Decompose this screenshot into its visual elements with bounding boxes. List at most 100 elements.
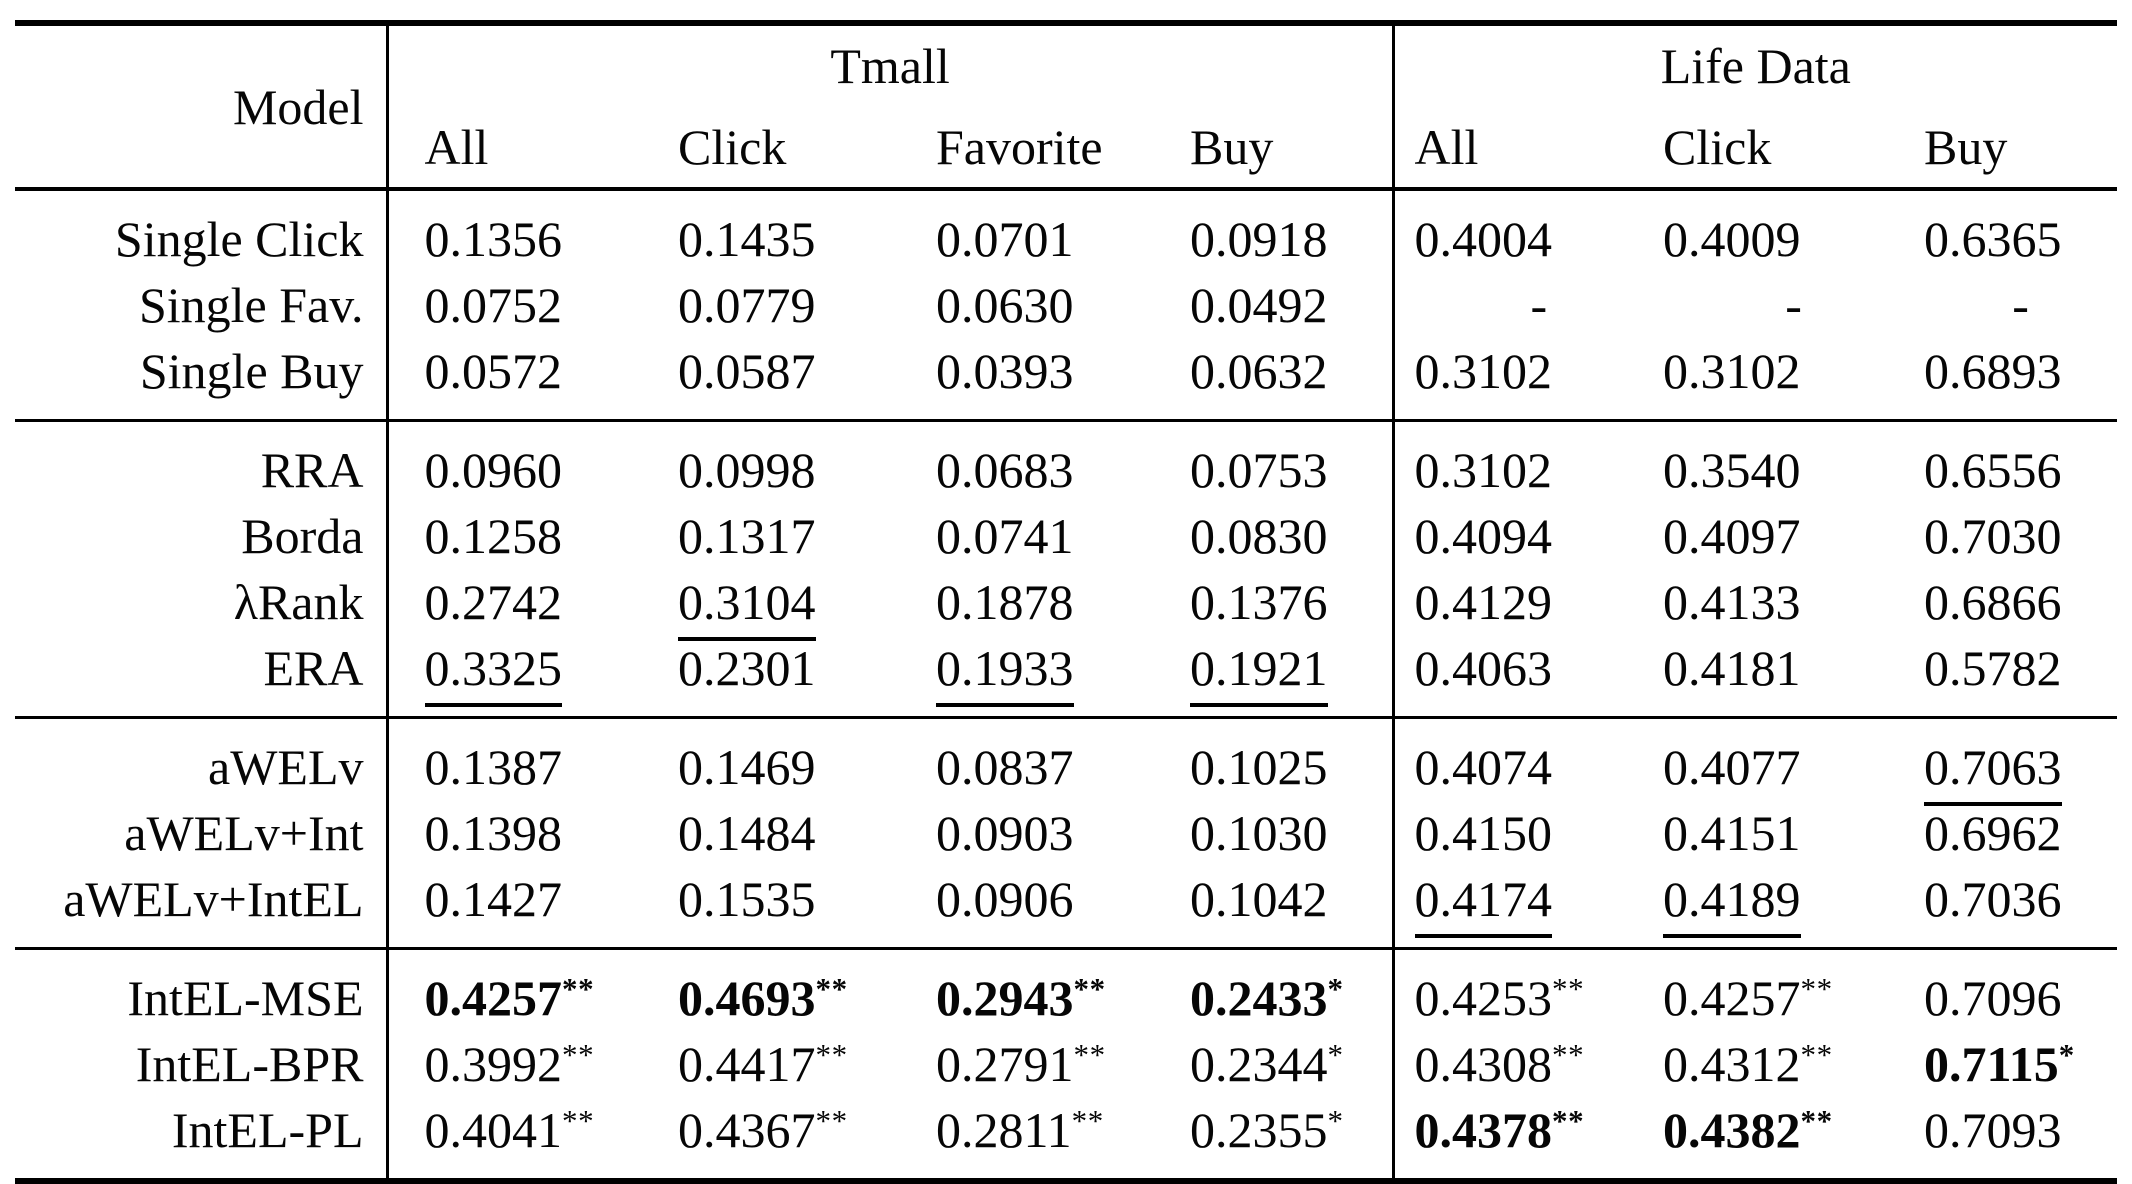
metric-cell: 0.1258 [385,503,678,569]
metric-cell: 0.4174 [1391,866,1664,949]
metric-value: 0.2791** [936,1036,1106,1092]
metric-cell: 0.2742 [385,569,678,635]
table-row: aWELv 0.1387 0.1469 0.0837 0.1025 0.4074 0.407… [15,717,2117,806]
metric-cell: 0.6556 [1924,421,2117,504]
model-label: Single Click [114,211,364,267]
table-row: aWELv+Int 0.1398 0.1484 0.0903 0.1030 0.4150 0… [15,800,2117,866]
metric-value: 0.1356 [424,211,563,267]
metric-cell: 0.0587 [678,338,936,421]
metric-value: 0.3102 [1414,442,1553,498]
significance-marker: ** [1800,1102,1833,1138]
metric-cell: 0.2301 [678,635,936,718]
table-row: Borda 0.1258 0.1317 0.0741 0.0830 0.4094 0.409… [15,503,2117,569]
metric-value: 0.4150 [1414,805,1553,861]
metric-cell: 0.4150 [1391,800,1664,866]
metric-value: 0.4257** [424,970,595,1026]
metric-cell: 0.4151 [1663,800,1924,866]
table-row: IntEL-MSE 0.4257** 0.4693** 0.2943** 0.2433*… [15,948,2117,1032]
metric-value: 0.4378** [1414,1102,1585,1158]
metric-value: 0.1921 [1190,640,1328,707]
metric-value: 0.3102 [1414,343,1553,399]
model-label: Single Buy [139,343,364,399]
metric-cell: 0.4693** [678,949,936,1032]
metric-cell: 0.3325 [385,635,678,718]
metric-value: 0.1376 [1190,574,1328,630]
metric-value: 0.4181 [1663,640,1801,696]
metric-cell: 0.7093 [1924,1097,2117,1181]
metric-cell: 0.2943** [936,949,1190,1032]
table-row: aWELv+IntEL 0.1427 0.1535 0.0906 0.1042 0.417… [15,866,2117,949]
metric-value: 0.0998 [678,442,816,498]
metric-value: 0.1398 [424,805,563,861]
metric-value: 0.4004 [1414,211,1553,267]
metric-value: 0.1484 [678,805,816,861]
significance-marker: ** [1552,1036,1585,1072]
metric-cell: 0.0393 [936,338,1190,421]
metric-value: 0.1435 [678,211,816,267]
metric-value: 0.4312** [1663,1036,1833,1092]
metric-value: 0.4074 [1414,739,1553,795]
metric-value: 0.1258 [424,508,563,564]
metric-cell: 0.4063 [1391,635,1664,718]
metric-value: 0.7093 [1924,1102,2062,1158]
metric-cell: 0.1398 [385,800,678,866]
metric-value: 0.0492 [1190,277,1328,333]
significance-marker: * [1327,1102,1344,1138]
model-label: ERA [263,640,364,696]
metric-cell: 0.3104 [678,569,936,641]
metric-value: 0.4041** [424,1102,595,1158]
metric-value: 0.4257** [1663,970,1833,1026]
metric-cell: 0.4077 [1663,718,1924,801]
metric-value: 0.4253** [1414,970,1585,1026]
metric-value: 0.1535 [678,871,816,927]
metric-value: 0.7063 [1924,739,2062,806]
model-label: Single Fav. [138,277,364,333]
metric-value: 0.3102 [1663,343,1801,399]
metric-cell: 0.0779 [678,272,936,338]
subheader-tmall-buy: Buy [1190,118,1274,175]
metric-value: 0.0741 [936,508,1074,564]
table-section-2: aWELv 0.1387 0.1469 0.0837 0.1025 0.4074 0.407… [15,717,2118,949]
metric-value: 0.1469 [678,739,816,795]
significance-marker: ** [815,1036,848,1072]
metric-value: 0.0753 [1190,442,1328,498]
metric-value: 0.0918 [1190,211,1328,267]
metric-cell: 0.7063 [1924,718,2117,806]
metric-value: 0.4367** [678,1102,848,1158]
metric-value: 0.6365 [1924,211,2062,267]
metric-value: 0.0632 [1190,343,1328,399]
metric-cell: 0.0572 [385,338,678,421]
model-label: IntEL-PL [171,1102,364,1158]
metric-value: 0.4009 [1663,211,1801,267]
table-row: Single Click 0.1356 0.1435 0.0701 0.0918 0.40… [15,189,2117,272]
metric-cell: 0.0630 [936,272,1190,338]
metric-value: 0.0393 [936,343,1074,399]
metric-cell: 0.0918 [1190,189,1393,272]
metric-value: 0.4151 [1663,805,1801,861]
metric-cell: 0.0960 [385,420,678,503]
metric-cell: 0.7096 [1924,949,2117,1032]
metric-cell: 0.4308** [1391,1031,1664,1097]
metric-value: 0.4308** [1414,1036,1585,1092]
metric-cell: 0.1435 [678,189,936,272]
significance-marker: * [1327,970,1344,1006]
table-row: λRank 0.2742 0.3104 0.1878 0.1376 0.4129 0.413… [15,569,2117,641]
metric-value: 0.7030 [1924,508,2062,564]
metric-value: 0.2301 [678,640,816,696]
metric-cell: 0.4094 [1391,503,1664,569]
metric-value: 0.3325 [424,640,562,707]
metric-cell: 0.1356 [385,189,678,272]
table-section-3: IntEL-MSE 0.4257** 0.4693** 0.2943** 0.2433*… [15,948,2118,1181]
metric-cell: 0.6962 [1924,800,2117,866]
metric-cell: 0.3992** [385,1031,678,1097]
metric-cell: 0.4097 [1663,503,1924,569]
metric-value: 0.1025 [1190,739,1328,795]
metric-cell: 0.4074 [1391,717,1664,800]
significance-marker: * [2058,1036,2075,1072]
metric-value: 0.1030 [1190,805,1328,861]
significance-marker: ** [1552,1102,1585,1138]
metric-value: 0.1387 [424,739,563,795]
metric-cell: 0.5782 [1924,635,2117,718]
subheader-tmall-all: All [385,106,678,189]
